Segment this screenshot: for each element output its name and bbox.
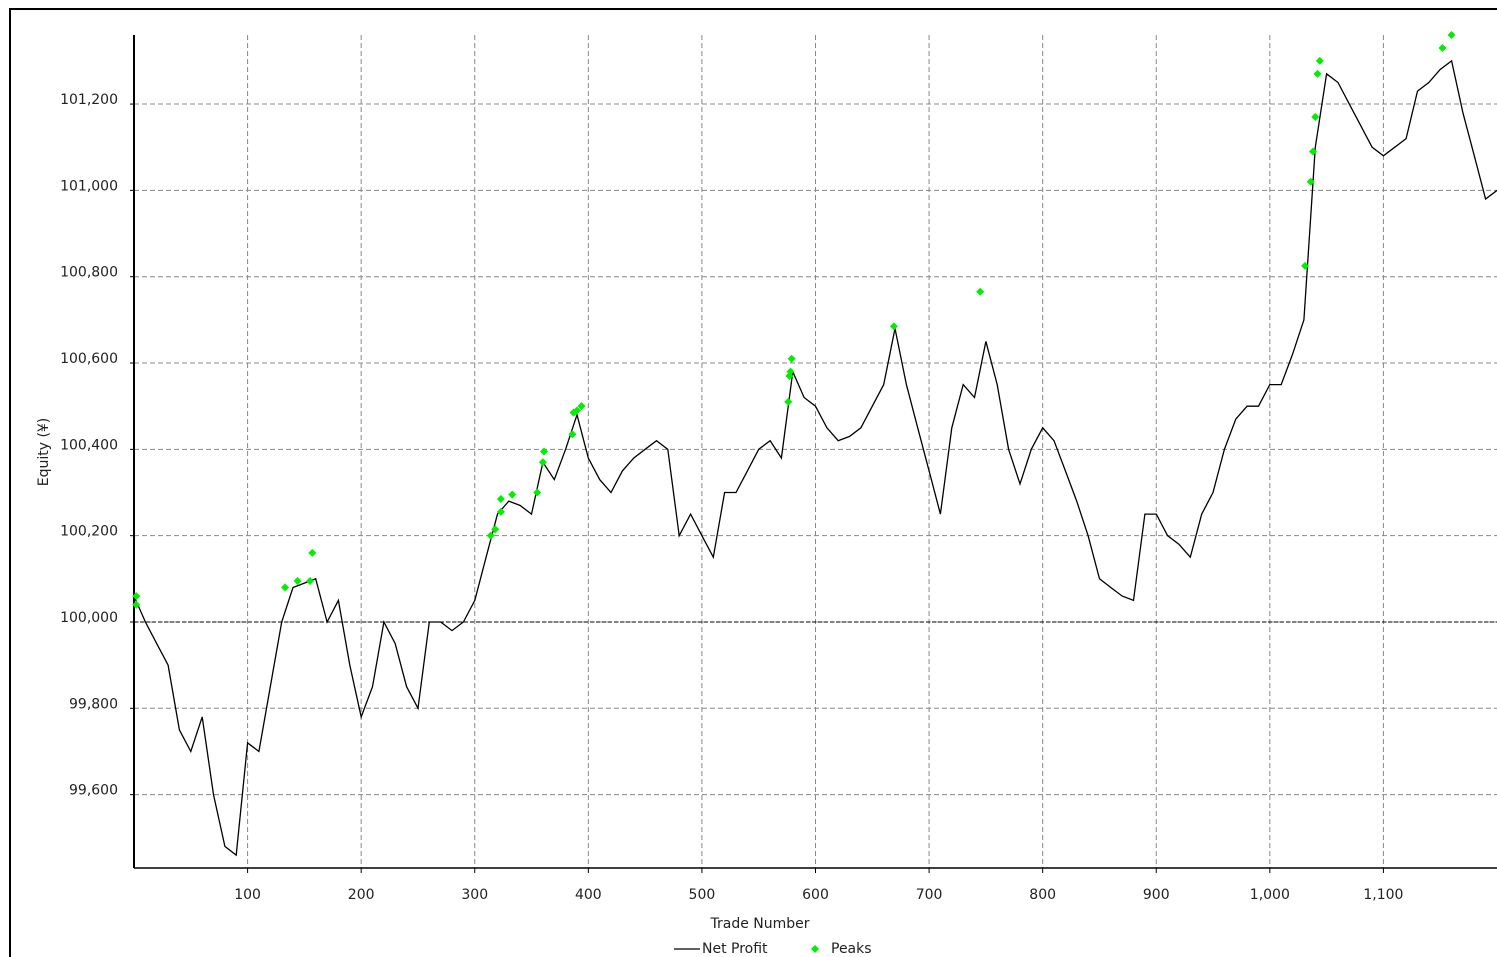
peak-marker (787, 354, 796, 363)
x-tick-label: 800 (1029, 887, 1056, 903)
peak-marker (486, 531, 495, 540)
x-tick-label: 1,000 (1250, 887, 1290, 903)
peak-marker (132, 600, 141, 609)
x-tick-label: 600 (802, 887, 829, 903)
peak-marker (1301, 261, 1310, 270)
peak-marker (889, 322, 898, 331)
x-tick-label: 900 (1143, 887, 1170, 903)
peak-marker (577, 402, 586, 411)
y-tick-label: 101,200 (60, 92, 118, 108)
peak-marker (306, 576, 315, 585)
peak-marker (1447, 31, 1456, 39)
y-tick-label: 100,800 (60, 265, 118, 281)
peak-marker (784, 397, 793, 406)
peak-marker (293, 576, 302, 585)
y-axis-title: Equity (¥) (36, 418, 52, 487)
y-tick-label: 100,400 (60, 437, 118, 453)
peak-marker (1308, 147, 1317, 156)
peak-marker (491, 525, 500, 534)
peak-marker (1313, 69, 1322, 78)
y-tick-label: 100,600 (60, 351, 118, 367)
peak-marker (1438, 43, 1447, 52)
peak-marker (572, 406, 581, 415)
x-tick-label: 400 (575, 887, 602, 903)
peak-marker (308, 548, 317, 557)
y-tick-label: 99,600 (69, 783, 118, 799)
x-tick-label: 300 (461, 887, 488, 903)
peak-marker (496, 507, 505, 516)
x-tick-label: 200 (348, 887, 375, 903)
peak-marker (496, 494, 505, 503)
peak-marker (1315, 56, 1324, 65)
y-tick-label: 99,800 (69, 696, 118, 712)
peak-marker (281, 583, 290, 592)
legend-label: Net Profit (702, 941, 768, 957)
peak-marker (1311, 113, 1320, 122)
peak-marker (533, 488, 542, 497)
x-axis-title: Trade Number (709, 916, 809, 932)
equity-line (133, 59, 1497, 857)
peak-marker (132, 592, 141, 601)
x-tick-label: 1,100 (1363, 887, 1403, 903)
frame (9, 8, 1497, 957)
peak-marker (540, 447, 549, 456)
x-tick-label: 700 (916, 887, 943, 903)
x-tick-label: 500 (689, 887, 716, 903)
y-tick-label: 101,000 (60, 178, 118, 194)
legend-marker (811, 945, 819, 953)
peak-marker (508, 490, 517, 499)
peak-marker (568, 430, 577, 439)
x-tick-label: 100 (234, 887, 261, 903)
legend-label: Peaks (831, 941, 872, 957)
peak-marker (786, 367, 795, 376)
peak-marker (976, 287, 985, 296)
y-tick-label: 100,000 (60, 610, 118, 626)
y-tick-label: 100,200 (60, 524, 118, 540)
peak-marker (1306, 177, 1315, 186)
peak-marker (538, 458, 547, 467)
